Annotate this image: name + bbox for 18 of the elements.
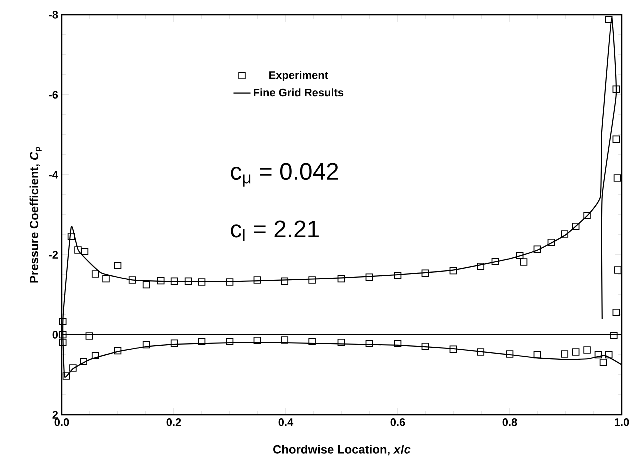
annotation: c$_{μ}$ = 0.042 [231,163,338,187]
x-tick-label: 0.8 [502,418,518,426]
x-tick-label: 1.0 [615,418,630,426]
y-axis-title: Pressure Coefficient, C$_{p}$ [30,147,42,283]
y-tick-label: -8 [49,11,58,19]
y-tick-label: -2 [49,251,58,259]
y-tick-label: -6 [49,91,58,99]
x-tick-label: 0.4 [278,418,294,426]
y-tick-label: 0 [52,331,58,339]
x-tick-label: 0.0 [54,418,70,426]
x-tick-label: 0.6 [390,418,406,426]
annotation: c$_{l}$ = 2.21 [231,220,319,242]
y-tick-label: -4 [49,171,58,179]
x-tick-label: 0.2 [166,418,182,426]
legend-label: Fine Grid Results [254,88,344,97]
x-axis-title: Chordwise Location, x/c [274,445,411,456]
legend-label: Experiment [270,71,328,82]
y-tick-label: 2 [52,411,58,419]
